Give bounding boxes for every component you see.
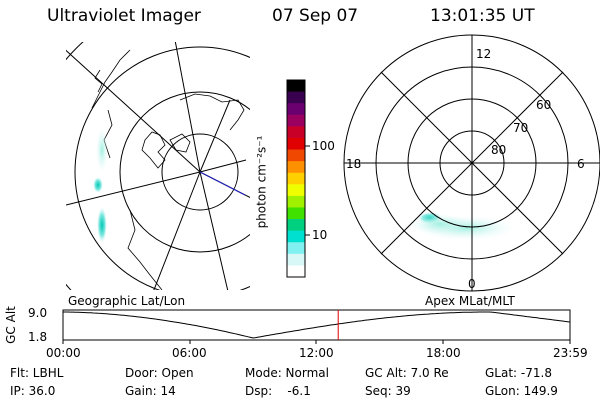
colorbar-cell (287, 172, 305, 185)
colorbar-cell (287, 242, 305, 255)
colorbar-cell (287, 253, 305, 266)
colorbar-frame (286, 79, 306, 278)
polar-label-12: 12 (476, 47, 492, 61)
info-dsp: Dsp: -6.1 (245, 384, 311, 398)
polar-plot (343, 34, 600, 292)
polar-ring-label-80: 80 (491, 143, 507, 157)
time-label: 13:01:35 UT (430, 6, 535, 26)
info-gain: Gain: 14 (125, 384, 176, 398)
altitude-ytick-max: 9.0 (28, 306, 48, 320)
apex-panel-label: Apex MLat/MLT (425, 294, 515, 308)
colorbar-cell (287, 114, 305, 127)
colorbar-unit-label: photon cm⁻²s⁻¹ (254, 135, 269, 229)
colorbar-cell (287, 219, 305, 232)
colorbar-cell (287, 195, 305, 208)
altitude-axis-title: GC Alt (3, 306, 18, 344)
colorbar-cell (287, 103, 305, 116)
geographic-panel-label: Geographic Lat/Lon (68, 294, 186, 308)
altitude-xtick-0600: 06:00 (172, 346, 207, 360)
info-glat: GLat: -71.8 (485, 366, 552, 380)
colorbar-cell (287, 80, 305, 93)
geographic-aurora (93, 128, 108, 243)
altitude-ytick-min: 1.8 (28, 330, 48, 344)
info-door: Door: Open (125, 366, 194, 380)
colorbar-cell (287, 230, 305, 243)
colorbar-cell (287, 126, 305, 139)
altitude-xtick-0000: 00:00 (46, 346, 81, 360)
altitude-plot (62, 309, 571, 344)
altitude-xtick-1800: 18:00 (426, 346, 461, 360)
polar-label-0: 0 (468, 277, 476, 291)
colorbar-cell (287, 265, 305, 278)
colorbar-cell (287, 161, 305, 174)
info-flt: Flt: LBHL (10, 366, 64, 380)
colorbar-label-100: 100 (312, 139, 335, 153)
colorbar-cell (287, 149, 305, 162)
altitude-xtick-1200: 12:00 (299, 346, 334, 360)
colorbar-label-10: 10 (312, 228, 328, 242)
app-title: Ultraviolet Imager (47, 6, 201, 26)
colorbar (287, 80, 305, 278)
info-seq: Seq: 39 (365, 384, 411, 398)
colorbar-cell (287, 184, 305, 197)
info-mode: Mode: Normal (245, 366, 329, 380)
polar-ring-label-60: 60 (536, 98, 552, 112)
polar-label-6: 6 (577, 157, 585, 171)
info-ip: IP: 36.0 (10, 384, 56, 398)
altitude-xtick-2359: 23:59 (553, 346, 588, 360)
date-label: 07 Sep 07 (272, 6, 359, 26)
colorbar-cell (287, 207, 305, 220)
colorbar-cell (287, 137, 305, 151)
polar-ring-label-70: 70 (513, 121, 529, 135)
info-gc-alt: GC Alt: 7.0 Re (365, 366, 449, 380)
info-glon: GLon: 149.9 (485, 384, 558, 398)
colorbar-cell (287, 91, 305, 104)
geographic-map (66, 42, 250, 290)
polar-label-18: 18 (346, 157, 362, 171)
